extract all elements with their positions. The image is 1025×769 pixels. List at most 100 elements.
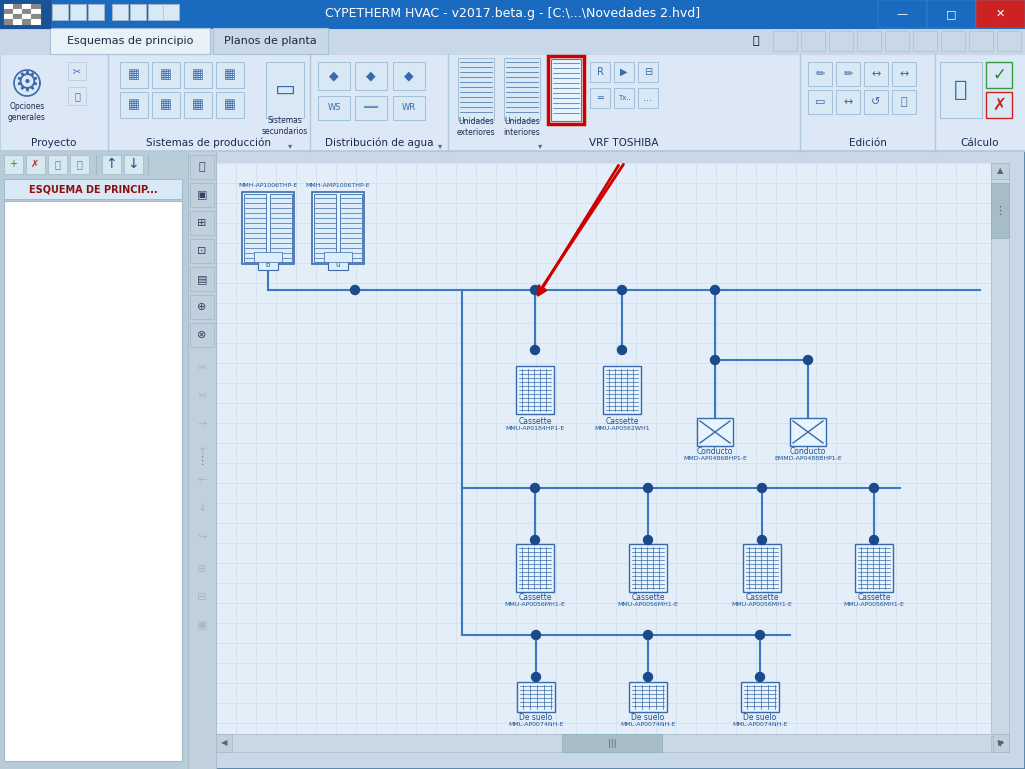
Text: Proyecto: Proyecto	[32, 138, 77, 148]
Text: Unidades
exteriores: Unidades exteriores	[457, 118, 495, 137]
Circle shape	[755, 631, 765, 640]
Bar	[0, 0, 1025, 28]
Text: ⊞: ⊞	[197, 218, 207, 228]
Circle shape	[710, 285, 720, 295]
Bar	[885, 31, 909, 51]
Text: ◀: ◀	[220, 738, 228, 747]
Bar	[913, 31, 937, 51]
Bar	[741, 682, 779, 712]
Text: ↺: ↺	[871, 97, 880, 107]
Bar	[991, 183, 1009, 238]
Text: MML-AP0074NH-E: MML-AP0074NH-E	[620, 722, 675, 727]
Text: Cassette: Cassette	[519, 417, 551, 426]
Bar	[340, 194, 362, 262]
Text: ✂: ✂	[73, 66, 81, 76]
Text: ▣: ▣	[197, 190, 207, 200]
Text: ◆: ◆	[329, 69, 339, 82]
Bar	[242, 192, 294, 264]
Circle shape	[804, 355, 813, 365]
Text: ═: ═	[597, 93, 603, 103]
Text: Unidades
interiores: Unidades interiores	[503, 118, 540, 137]
Text: ✏: ✏	[815, 69, 825, 79]
Bar	[448, 54, 800, 151]
Text: ↔: ↔	[871, 69, 880, 79]
Bar	[31, 14, 40, 19]
Bar	[393, 62, 425, 90]
Bar	[0, 28, 1025, 54]
Bar	[0, 54, 1025, 151]
Bar	[976, 0, 1025, 28]
Text: ▭: ▭	[275, 80, 295, 100]
Text: ▾: ▾	[288, 141, 292, 151]
Bar	[790, 418, 826, 446]
Bar	[88, 4, 104, 20]
Bar	[997, 31, 1021, 51]
Bar	[0, 151, 216, 769]
Bar	[244, 194, 266, 262]
Bar	[969, 31, 993, 51]
Bar	[266, 62, 304, 118]
Text: MMH-AP1006THP-E: MMH-AP1006THP-E	[239, 183, 297, 188]
Text: 📍: 📍	[74, 91, 80, 101]
Text: ↑: ↑	[197, 447, 207, 457]
Text: □: □	[946, 9, 956, 19]
Bar	[504, 58, 540, 120]
Text: ▦: ▦	[128, 68, 139, 82]
Text: Opciones
generales: Opciones generales	[8, 102, 46, 122]
Text: Conducto: Conducto	[697, 447, 733, 456]
Text: ⚙: ⚙	[14, 69, 39, 97]
Text: WR: WR	[402, 104, 416, 112]
Bar	[190, 468, 214, 492]
Text: De suelo: De suelo	[631, 713, 664, 722]
Circle shape	[617, 345, 626, 355]
Bar	[8, 62, 46, 104]
Text: ▦: ▦	[160, 68, 172, 82]
Bar	[190, 239, 214, 263]
Text: ▦: ▦	[160, 98, 172, 112]
Text: MML-AP0074NH-E: MML-AP0074NH-E	[732, 722, 788, 727]
Text: ✏: ✏	[844, 69, 853, 79]
Bar	[697, 418, 733, 446]
Text: 📄: 📄	[54, 159, 59, 169]
Text: 🔭: 🔭	[752, 36, 760, 46]
Bar	[216, 734, 232, 752]
Text: ✂: ✂	[197, 391, 207, 401]
Bar	[120, 92, 148, 118]
Bar	[800, 54, 935, 151]
Bar	[190, 524, 214, 548]
Text: CYPETHERM HVAC - v2017.beta.g - [C:\...\Novedades 2.hvd]: CYPETHERM HVAC - v2017.beta.g - [C:\...\…	[325, 8, 700, 21]
Bar	[52, 4, 68, 20]
Bar	[318, 62, 350, 90]
Bar	[216, 163, 1009, 752]
Bar	[808, 90, 832, 114]
Bar	[878, 0, 927, 28]
Bar	[70, 155, 89, 174]
Text: ↓: ↓	[197, 503, 207, 513]
Bar	[190, 585, 214, 609]
Circle shape	[710, 355, 720, 365]
Text: Sistemas de producción: Sistemas de producción	[147, 138, 272, 148]
Bar	[892, 90, 916, 114]
Text: Sistemas
secundarios: Sistemas secundarios	[261, 116, 309, 135]
Bar	[590, 88, 610, 108]
Bar	[935, 54, 1025, 151]
Bar	[190, 323, 214, 347]
Text: Conducto: Conducto	[790, 447, 826, 456]
Bar	[4, 201, 182, 761]
Text: ▲: ▲	[996, 167, 1003, 175]
Bar	[927, 0, 976, 28]
Text: Cálculo: Cálculo	[960, 138, 999, 148]
Text: ▦: ▦	[224, 68, 236, 82]
Text: MML-AP0074NH-E: MML-AP0074NH-E	[508, 722, 564, 727]
Bar	[163, 4, 179, 20]
Text: VRF TOSHIBA: VRF TOSHIBA	[589, 138, 659, 148]
Bar	[26, 155, 45, 174]
Text: ▼: ▼	[996, 740, 1003, 748]
Text: +: +	[9, 159, 17, 169]
Bar	[4, 19, 13, 24]
Bar	[864, 90, 888, 114]
Bar	[940, 62, 982, 118]
Bar	[324, 252, 352, 262]
Text: ✂: ✂	[197, 363, 207, 373]
Bar	[190, 356, 214, 380]
